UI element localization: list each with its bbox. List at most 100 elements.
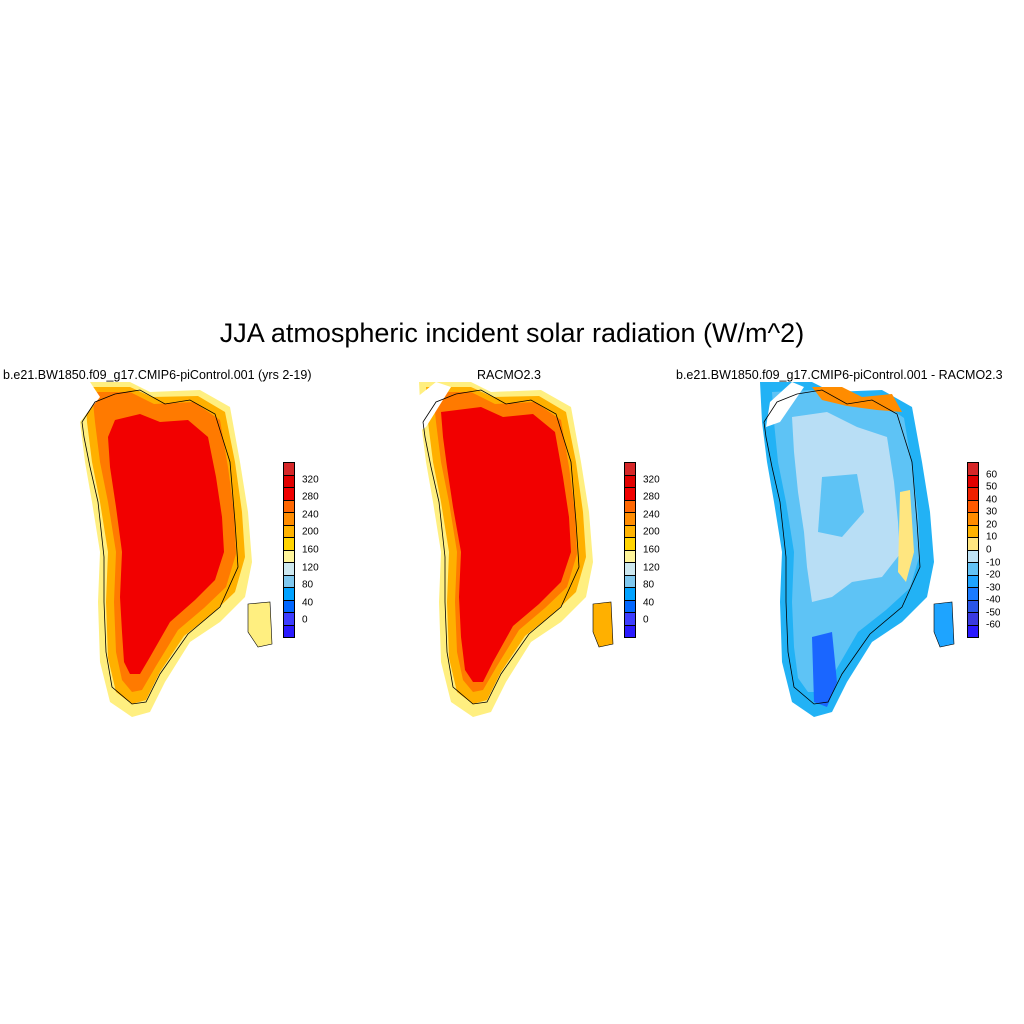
colorbar-label: 80 — [643, 579, 655, 591]
iceland — [247, 601, 273, 648]
colorbar-swatches — [967, 462, 979, 638]
panel-title-difference: b.e21.BW1850.f09_g17.CMIP6-piControl.001… — [676, 368, 1003, 382]
colorbar-swatch — [625, 538, 635, 551]
colorbar-swatch — [968, 463, 978, 476]
colorbar-swatch — [968, 575, 978, 588]
colorbar-swatch — [968, 475, 978, 488]
colorbar-swatch — [625, 488, 635, 501]
colorbar-swatch — [284, 563, 294, 576]
coastline — [81, 389, 239, 705]
diff-east-yellow — [898, 490, 914, 582]
ice-core — [108, 414, 224, 674]
diff-south-dark — [812, 632, 837, 707]
colorbar-label: 320 — [643, 474, 660, 486]
colorbar-swatch — [968, 538, 978, 551]
colorbar-label: 60 — [986, 469, 998, 481]
colorbar-label: 280 — [643, 491, 660, 503]
colorbar-swatch — [625, 550, 635, 563]
panel-title-racmo: RACMO2.3 — [477, 368, 541, 382]
colorbar-label: 240 — [302, 509, 319, 521]
colorbar-label: 80 — [302, 579, 314, 591]
colorbar-swatch — [968, 563, 978, 576]
colorbar-label: -30 — [986, 582, 1001, 594]
colorbar-label: -60 — [986, 619, 1001, 631]
colorbar-swatch — [284, 600, 294, 613]
colorbar-difference: 60 50 40 30 20 10 0 -10 -20 -30 -40 -50 -60 — [967, 462, 1024, 642]
colorbar-swatch — [625, 463, 635, 476]
water-patch — [70, 382, 100, 432]
colorbar-swatch — [968, 525, 978, 538]
colorbar-label: 200 — [643, 526, 660, 538]
panel-title-model: b.e21.BW1850.f09_g17.CMIP6-piControl.001… — [3, 368, 312, 382]
colorbar-swatch — [968, 550, 978, 563]
colorbar-label: 320 — [302, 474, 319, 486]
colorbar-swatch — [625, 613, 635, 626]
colorbar-label: 240 — [643, 509, 660, 521]
colorbar-label: 120 — [643, 562, 660, 574]
colorbar-swatch — [625, 600, 635, 613]
colorbar-label: 160 — [302, 544, 319, 556]
colorbar-swatch — [284, 463, 294, 476]
greenland-map-difference — [760, 382, 955, 717]
colorbar-swatch — [284, 475, 294, 488]
colorbar-label: 20 — [986, 519, 998, 531]
colorbar-swatch — [284, 500, 294, 513]
colorbar-swatch — [625, 563, 635, 576]
iceland — [592, 601, 614, 648]
colorbar-label: 0 — [643, 614, 649, 626]
colorbar-label: 0 — [302, 614, 308, 626]
colorbar-swatch — [284, 588, 294, 601]
colorbar-swatch — [284, 538, 294, 551]
iceland — [933, 601, 955, 648]
colorbar-label: 280 — [302, 491, 319, 503]
colorbar-label: -20 — [986, 569, 1001, 581]
colorbar-swatch — [968, 625, 978, 637]
colorbar-swatch — [625, 588, 635, 601]
colorbar-swatch — [284, 488, 294, 501]
colorbar-label: 40 — [986, 494, 998, 506]
colorbar-label: 160 — [643, 544, 660, 556]
figure-title: JJA atmospheric incident solar radiation… — [219, 318, 805, 348]
greenland-map-racmo — [411, 382, 614, 717]
colorbar-swatch — [284, 550, 294, 563]
colorbar-label: 40 — [302, 597, 314, 609]
colorbar-label: 30 — [986, 506, 998, 518]
colorbar-swatch — [284, 613, 294, 626]
water-patch — [766, 382, 804, 427]
coastline — [763, 389, 921, 705]
colorbar-swatches — [283, 462, 295, 638]
colorbar-label: 0 — [986, 544, 992, 556]
colorbar-label: 40 — [643, 597, 655, 609]
colorbar-swatch — [625, 525, 635, 538]
colorbar-swatch — [625, 625, 635, 637]
colorbar-swatches — [624, 462, 636, 638]
colorbar-swatch — [968, 488, 978, 501]
colorbar-swatch — [968, 600, 978, 613]
colorbar-label: -50 — [986, 607, 1001, 619]
colorbar-swatch — [625, 475, 635, 488]
diff-north-red — [812, 387, 902, 412]
colorbar-swatch — [625, 500, 635, 513]
colorbar-model: 320 280 240 200 160 120 80 40 0 — [283, 462, 343, 642]
colorbar-swatch — [284, 525, 294, 538]
colorbar-swatch — [625, 575, 635, 588]
colorbar-swatch — [968, 588, 978, 601]
colorbar-swatch — [968, 500, 978, 513]
colorbar-swatch — [284, 513, 294, 526]
coastline — [422, 389, 580, 705]
colorbar-swatch — [968, 513, 978, 526]
colorbar-label: 10 — [986, 531, 998, 543]
colorbar-swatch — [625, 513, 635, 526]
colorbar-label: -40 — [986, 594, 1001, 606]
diff-mid-blue-patch — [818, 474, 864, 537]
colorbar-racmo: 320 280 240 200 160 120 80 40 0 — [624, 462, 684, 642]
colorbar-label: 120 — [302, 562, 319, 574]
colorbar-label: -10 — [986, 557, 1001, 569]
greenland-map-model — [70, 382, 273, 717]
colorbar-swatch — [284, 575, 294, 588]
colorbar-label: 200 — [302, 526, 319, 538]
colorbar-swatch — [968, 613, 978, 626]
ice-core — [441, 407, 571, 682]
colorbar-swatch — [284, 625, 294, 637]
colorbar-label: 50 — [986, 481, 998, 493]
